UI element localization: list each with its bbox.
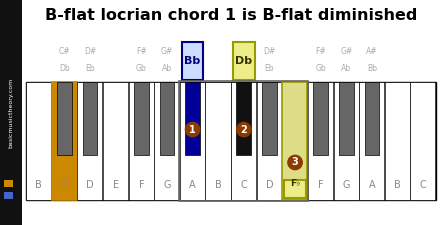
Text: D: D — [266, 180, 273, 190]
Text: D#: D# — [263, 47, 275, 56]
Text: Ab: Ab — [162, 64, 172, 73]
Text: F#: F# — [136, 47, 147, 56]
Text: Db: Db — [235, 56, 253, 66]
Text: Gb: Gb — [315, 64, 326, 73]
Bar — [257, 82, 282, 200]
Bar — [364, 82, 379, 155]
Text: Bb: Bb — [367, 64, 377, 73]
Bar — [236, 82, 251, 155]
Bar — [179, 81, 308, 201]
Bar — [334, 82, 359, 200]
FancyBboxPatch shape — [182, 42, 203, 80]
Text: Ab: Ab — [341, 64, 352, 73]
Bar — [205, 82, 231, 200]
Text: G: G — [163, 180, 171, 190]
Bar — [411, 82, 436, 200]
Bar — [57, 82, 72, 155]
Text: 3: 3 — [292, 158, 298, 167]
Bar — [339, 82, 354, 155]
Bar — [262, 82, 277, 155]
Bar — [26, 82, 436, 200]
Text: F: F — [139, 180, 144, 190]
Text: B-flat locrian chord 1 is B-flat diminished: B-flat locrian chord 1 is B-flat diminis… — [45, 7, 417, 22]
Bar — [160, 82, 174, 155]
Bar — [128, 82, 154, 200]
Text: Eb: Eb — [85, 64, 95, 73]
Text: G#: G# — [340, 47, 352, 56]
Text: B: B — [36, 180, 42, 190]
Text: E: E — [113, 180, 119, 190]
Text: A: A — [189, 180, 196, 190]
Bar — [282, 82, 308, 200]
Text: Db: Db — [59, 64, 70, 73]
Circle shape — [185, 122, 200, 137]
Bar — [134, 82, 149, 155]
Text: Bb: Bb — [184, 56, 201, 66]
Bar — [231, 82, 256, 200]
Bar — [359, 82, 384, 200]
Bar — [103, 82, 128, 200]
Text: Gb: Gb — [136, 64, 147, 73]
Circle shape — [288, 155, 302, 170]
Text: Eb: Eb — [264, 64, 274, 73]
Text: C: C — [61, 180, 68, 190]
Bar — [4, 180, 13, 187]
Bar — [313, 82, 328, 155]
Text: A#: A# — [366, 47, 378, 56]
Bar — [77, 82, 103, 200]
Text: 2: 2 — [240, 125, 247, 135]
Circle shape — [237, 122, 251, 137]
Bar — [51, 82, 77, 200]
Text: C: C — [420, 180, 426, 190]
Bar — [154, 82, 179, 200]
Text: F♭: F♭ — [290, 180, 300, 189]
Text: C: C — [240, 180, 247, 190]
Text: D#: D# — [84, 47, 96, 56]
FancyBboxPatch shape — [284, 180, 306, 198]
Text: F: F — [318, 180, 323, 190]
Bar — [180, 82, 205, 200]
Text: G#: G# — [161, 47, 173, 56]
Text: 1: 1 — [189, 125, 196, 135]
Text: B: B — [215, 180, 222, 190]
Bar — [185, 82, 200, 155]
Bar — [4, 192, 13, 199]
FancyBboxPatch shape — [233, 42, 255, 80]
Text: basicmusictheory.com: basicmusictheory.com — [8, 77, 14, 148]
Bar — [83, 82, 98, 155]
Bar — [26, 82, 51, 200]
Text: B: B — [394, 180, 401, 190]
Text: F#: F# — [315, 47, 326, 56]
Text: D: D — [86, 180, 94, 190]
Bar — [385, 82, 410, 200]
Bar — [308, 82, 333, 200]
Text: C#: C# — [59, 47, 70, 56]
Bar — [0, 0, 22, 225]
Text: A: A — [369, 180, 375, 190]
Text: G: G — [343, 180, 350, 190]
